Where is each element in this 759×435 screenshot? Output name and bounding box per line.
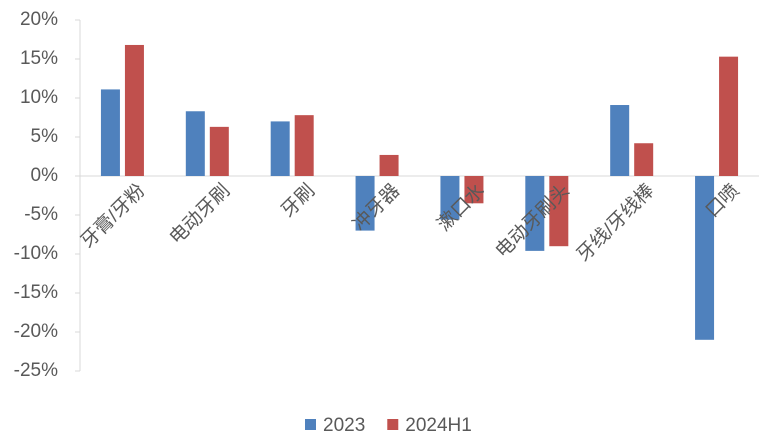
bar bbox=[464, 176, 484, 204]
bar bbox=[185, 111, 205, 176]
bar bbox=[695, 176, 715, 340]
bar bbox=[124, 44, 144, 177]
x-tick-label: 牙膏/牙粉 bbox=[76, 179, 150, 253]
y-tick-label: 20% bbox=[20, 9, 58, 30]
bar bbox=[634, 143, 654, 176]
bar bbox=[355, 176, 375, 231]
legend-label: 2023 bbox=[323, 415, 365, 435]
bar bbox=[379, 154, 399, 176]
y-tick-label: -5% bbox=[24, 204, 58, 225]
x-tick-label: 牙线/牙线棒 bbox=[572, 180, 658, 266]
legend-swatch bbox=[387, 419, 399, 430]
bar bbox=[719, 56, 739, 176]
bar bbox=[270, 121, 290, 176]
x-tick-label: 电动牙刷 bbox=[165, 180, 234, 249]
bar bbox=[525, 176, 545, 251]
x-tick-label: 牙刷 bbox=[277, 180, 319, 222]
legend-swatch bbox=[305, 419, 316, 430]
bar bbox=[610, 105, 630, 176]
y-tick-label: 10% bbox=[20, 87, 58, 108]
bar bbox=[549, 176, 569, 247]
bar bbox=[440, 176, 460, 220]
y-tick-label: 15% bbox=[20, 48, 58, 69]
y-tick-label: -25% bbox=[14, 360, 58, 381]
bar bbox=[100, 89, 120, 176]
bar bbox=[209, 126, 229, 176]
legend-label: 2024H1 bbox=[405, 415, 472, 435]
y-tick-label: 5% bbox=[31, 126, 59, 147]
bar bbox=[294, 115, 314, 176]
y-tick-label: -10% bbox=[14, 243, 58, 264]
y-tick-label: -20% bbox=[14, 321, 58, 342]
y-tick-label: 0% bbox=[31, 165, 59, 186]
y-tick-label: -15% bbox=[14, 282, 58, 303]
